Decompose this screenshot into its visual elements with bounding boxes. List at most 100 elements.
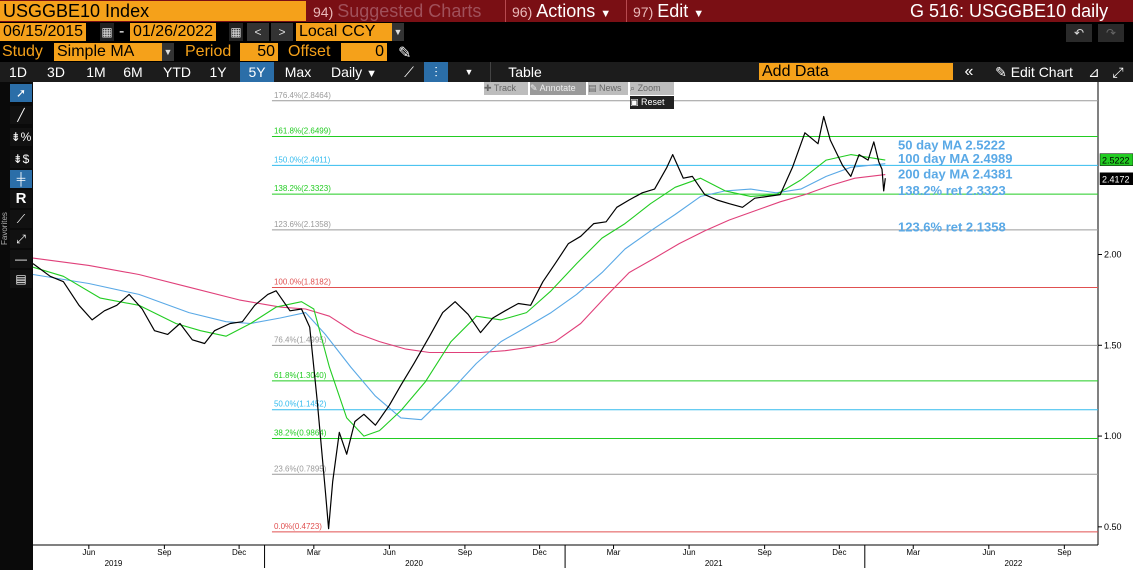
track-icon: ✚ bbox=[484, 83, 492, 93]
actions-menu[interactable]: 96) Actions ▼ bbox=[505, 0, 630, 22]
range-1d-button[interactable]: 1D bbox=[9, 64, 27, 80]
hline-tool-icon[interactable]: — bbox=[10, 250, 32, 268]
fib-level-label: 100.0%(1.8182) bbox=[274, 277, 331, 286]
range-5y-button[interactable]: 5Y bbox=[240, 62, 274, 82]
percent-tool-icon[interactable]: ⇟% bbox=[10, 128, 32, 146]
fib-level-label: 150.0%(2.4911) bbox=[274, 155, 331, 164]
trend-tool-icon[interactable]: ⟋ bbox=[10, 210, 32, 228]
fib-tool-icon[interactable]: ╪ bbox=[10, 170, 32, 188]
range-3d-button[interactable]: 3D bbox=[47, 64, 65, 80]
zoom-label: Zoom bbox=[637, 83, 661, 93]
last-value-tag bbox=[1099, 153, 1133, 166]
x-tick-label: Jun bbox=[82, 548, 95, 557]
bar-chart-icon[interactable]: ⫶ bbox=[424, 62, 448, 82]
table-button[interactable]: Table bbox=[490, 62, 559, 82]
study-label: Study bbox=[2, 43, 43, 60]
edit-layout-icon[interactable]: ⊿ bbox=[1088, 64, 1100, 80]
last-value-label: 2.5222 bbox=[1102, 156, 1130, 166]
range-1m-button[interactable]: 1M bbox=[86, 64, 106, 80]
end-date-field[interactable]: 01/26/2022 bbox=[130, 23, 217, 41]
study-dropdown-icon[interactable]: ▼ bbox=[162, 43, 174, 61]
currency-value: Local CCY bbox=[299, 23, 376, 40]
frequency-select[interactable]: Daily ▼ bbox=[322, 62, 386, 82]
pencil-icon[interactable]: ✎ bbox=[398, 45, 412, 62]
edit-label: Edit bbox=[657, 1, 689, 21]
prev-arrow-icon[interactable]: < bbox=[247, 23, 269, 41]
zoom-button[interactable]: ⌕ Zoom bbox=[630, 82, 674, 95]
edit-menu[interactable]: 97) Edit ▼ bbox=[626, 0, 723, 22]
pencil-icon: ✎ bbox=[995, 64, 1007, 80]
y-tick-label: 1.50 bbox=[1104, 340, 1122, 350]
period-input[interactable]: 50 bbox=[240, 43, 278, 61]
calendar-icon[interactable]: ▦ bbox=[100, 23, 114, 41]
track-button[interactable]: ✚ Track bbox=[484, 82, 528, 95]
zoom-icon: ⌕ bbox=[630, 83, 636, 93]
chart-annotation: 200 day MA 2.4381 bbox=[898, 167, 1012, 182]
x-year-label: 2020 bbox=[405, 559, 423, 568]
fib-level-label: 123.6%(2.1358) bbox=[274, 220, 331, 229]
actions-label: Actions bbox=[536, 1, 596, 21]
cursor-tool-icon[interactable]: ➚ bbox=[10, 84, 32, 102]
range-1y-button[interactable]: 1Y bbox=[209, 64, 227, 80]
series-line-50-day-ma bbox=[32, 154, 886, 437]
edit-chart-label: Edit Chart bbox=[1010, 64, 1073, 80]
chart-annotation: 100 day MA 2.4989 bbox=[898, 151, 1012, 166]
r-tool-icon[interactable]: R bbox=[10, 190, 32, 208]
x-year-label: 2021 bbox=[705, 559, 723, 568]
currency-dropdown-icon[interactable]: ▼ bbox=[392, 23, 404, 41]
offset-input[interactable]: 0 bbox=[341, 43, 387, 61]
x-tick-label: Mar bbox=[307, 548, 321, 557]
x-tick-label: Mar bbox=[906, 548, 920, 557]
suggested-charts-tab[interactable]: 94) Suggested Charts bbox=[313, 0, 481, 22]
suggested-label: Suggested Charts bbox=[337, 1, 482, 21]
currency-select[interactable]: Local CCY bbox=[296, 23, 396, 41]
fib-level-label: 138.2%(2.3323) bbox=[274, 184, 331, 193]
ticker-field[interactable]: USGGBE10 Index bbox=[0, 1, 306, 21]
dropdown-arrow-icon: ▼ bbox=[600, 8, 612, 20]
range-max-button[interactable]: Max bbox=[284, 64, 312, 80]
chart-annotation: 50 day MA 2.5222 bbox=[898, 138, 1005, 153]
x-tick-label: Sep bbox=[157, 548, 172, 557]
news-button[interactable]: ▤ News bbox=[588, 82, 628, 95]
x-tick-label: Dec bbox=[533, 548, 547, 557]
fib-level-label: 161.8%(2.6499) bbox=[274, 126, 331, 135]
undo-icon[interactable]: ↶ bbox=[1066, 24, 1092, 42]
chart-type-dropdown-icon[interactable]: ▼ bbox=[464, 67, 474, 77]
series-line-200-day-ma bbox=[32, 174, 886, 354]
suggested-num: 94) bbox=[313, 4, 334, 20]
study-row bbox=[0, 42, 1133, 62]
offset-label: Offset bbox=[288, 43, 331, 60]
x-tick-label: Mar bbox=[607, 548, 621, 557]
x-tick-label: Sep bbox=[758, 548, 773, 557]
start-date-field[interactable]: 06/15/2015 bbox=[0, 23, 87, 41]
edit-chart-button[interactable]: ✎ Edit Chart bbox=[985, 62, 1083, 82]
y-tick-label: 2.00 bbox=[1104, 249, 1122, 259]
dollar-tool-icon[interactable]: ⇟$ bbox=[10, 150, 32, 168]
annotate-icon: ✎ bbox=[530, 83, 538, 93]
calendar-icon[interactable]: ▦ bbox=[229, 23, 243, 41]
line-tool-icon[interactable]: ╱ bbox=[10, 106, 32, 124]
x-tick-label: Jun bbox=[982, 548, 995, 557]
collapse-icon[interactable]: « bbox=[964, 63, 974, 80]
ray-tool-icon[interactable]: ⤢ bbox=[10, 230, 32, 248]
redo-icon[interactable]: ↷ bbox=[1098, 24, 1124, 42]
window-title: G 516: USGGBE10 daily bbox=[910, 1, 1109, 21]
study-select[interactable]: Simple MA bbox=[54, 43, 168, 61]
news-label: News bbox=[599, 83, 622, 93]
annotate-button[interactable]: ✎ Annotate bbox=[530, 82, 586, 95]
x-tick-label: Jun bbox=[383, 548, 396, 557]
x-tick-label: Dec bbox=[232, 548, 246, 557]
range-ytd-button[interactable]: YTD bbox=[163, 64, 191, 80]
reset-label: Reset bbox=[641, 97, 665, 107]
last-value-tag bbox=[1099, 172, 1133, 185]
ticker-text: USGGBE10 Index bbox=[3, 1, 150, 21]
reset-button[interactable]: ▣ Reset bbox=[630, 96, 674, 109]
channel-tool-icon[interactable]: ▤ bbox=[10, 270, 32, 288]
edit-num: 97) bbox=[633, 4, 654, 20]
add-data-input[interactable]: Add Data bbox=[759, 63, 953, 80]
range-6m-button[interactable]: 6M bbox=[123, 64, 143, 80]
next-arrow-icon[interactable]: > bbox=[271, 23, 293, 41]
line-chart-icon[interactable]: ⟋ bbox=[404, 64, 414, 80]
fullscreen-icon[interactable]: ⤢ bbox=[1112, 64, 1124, 80]
